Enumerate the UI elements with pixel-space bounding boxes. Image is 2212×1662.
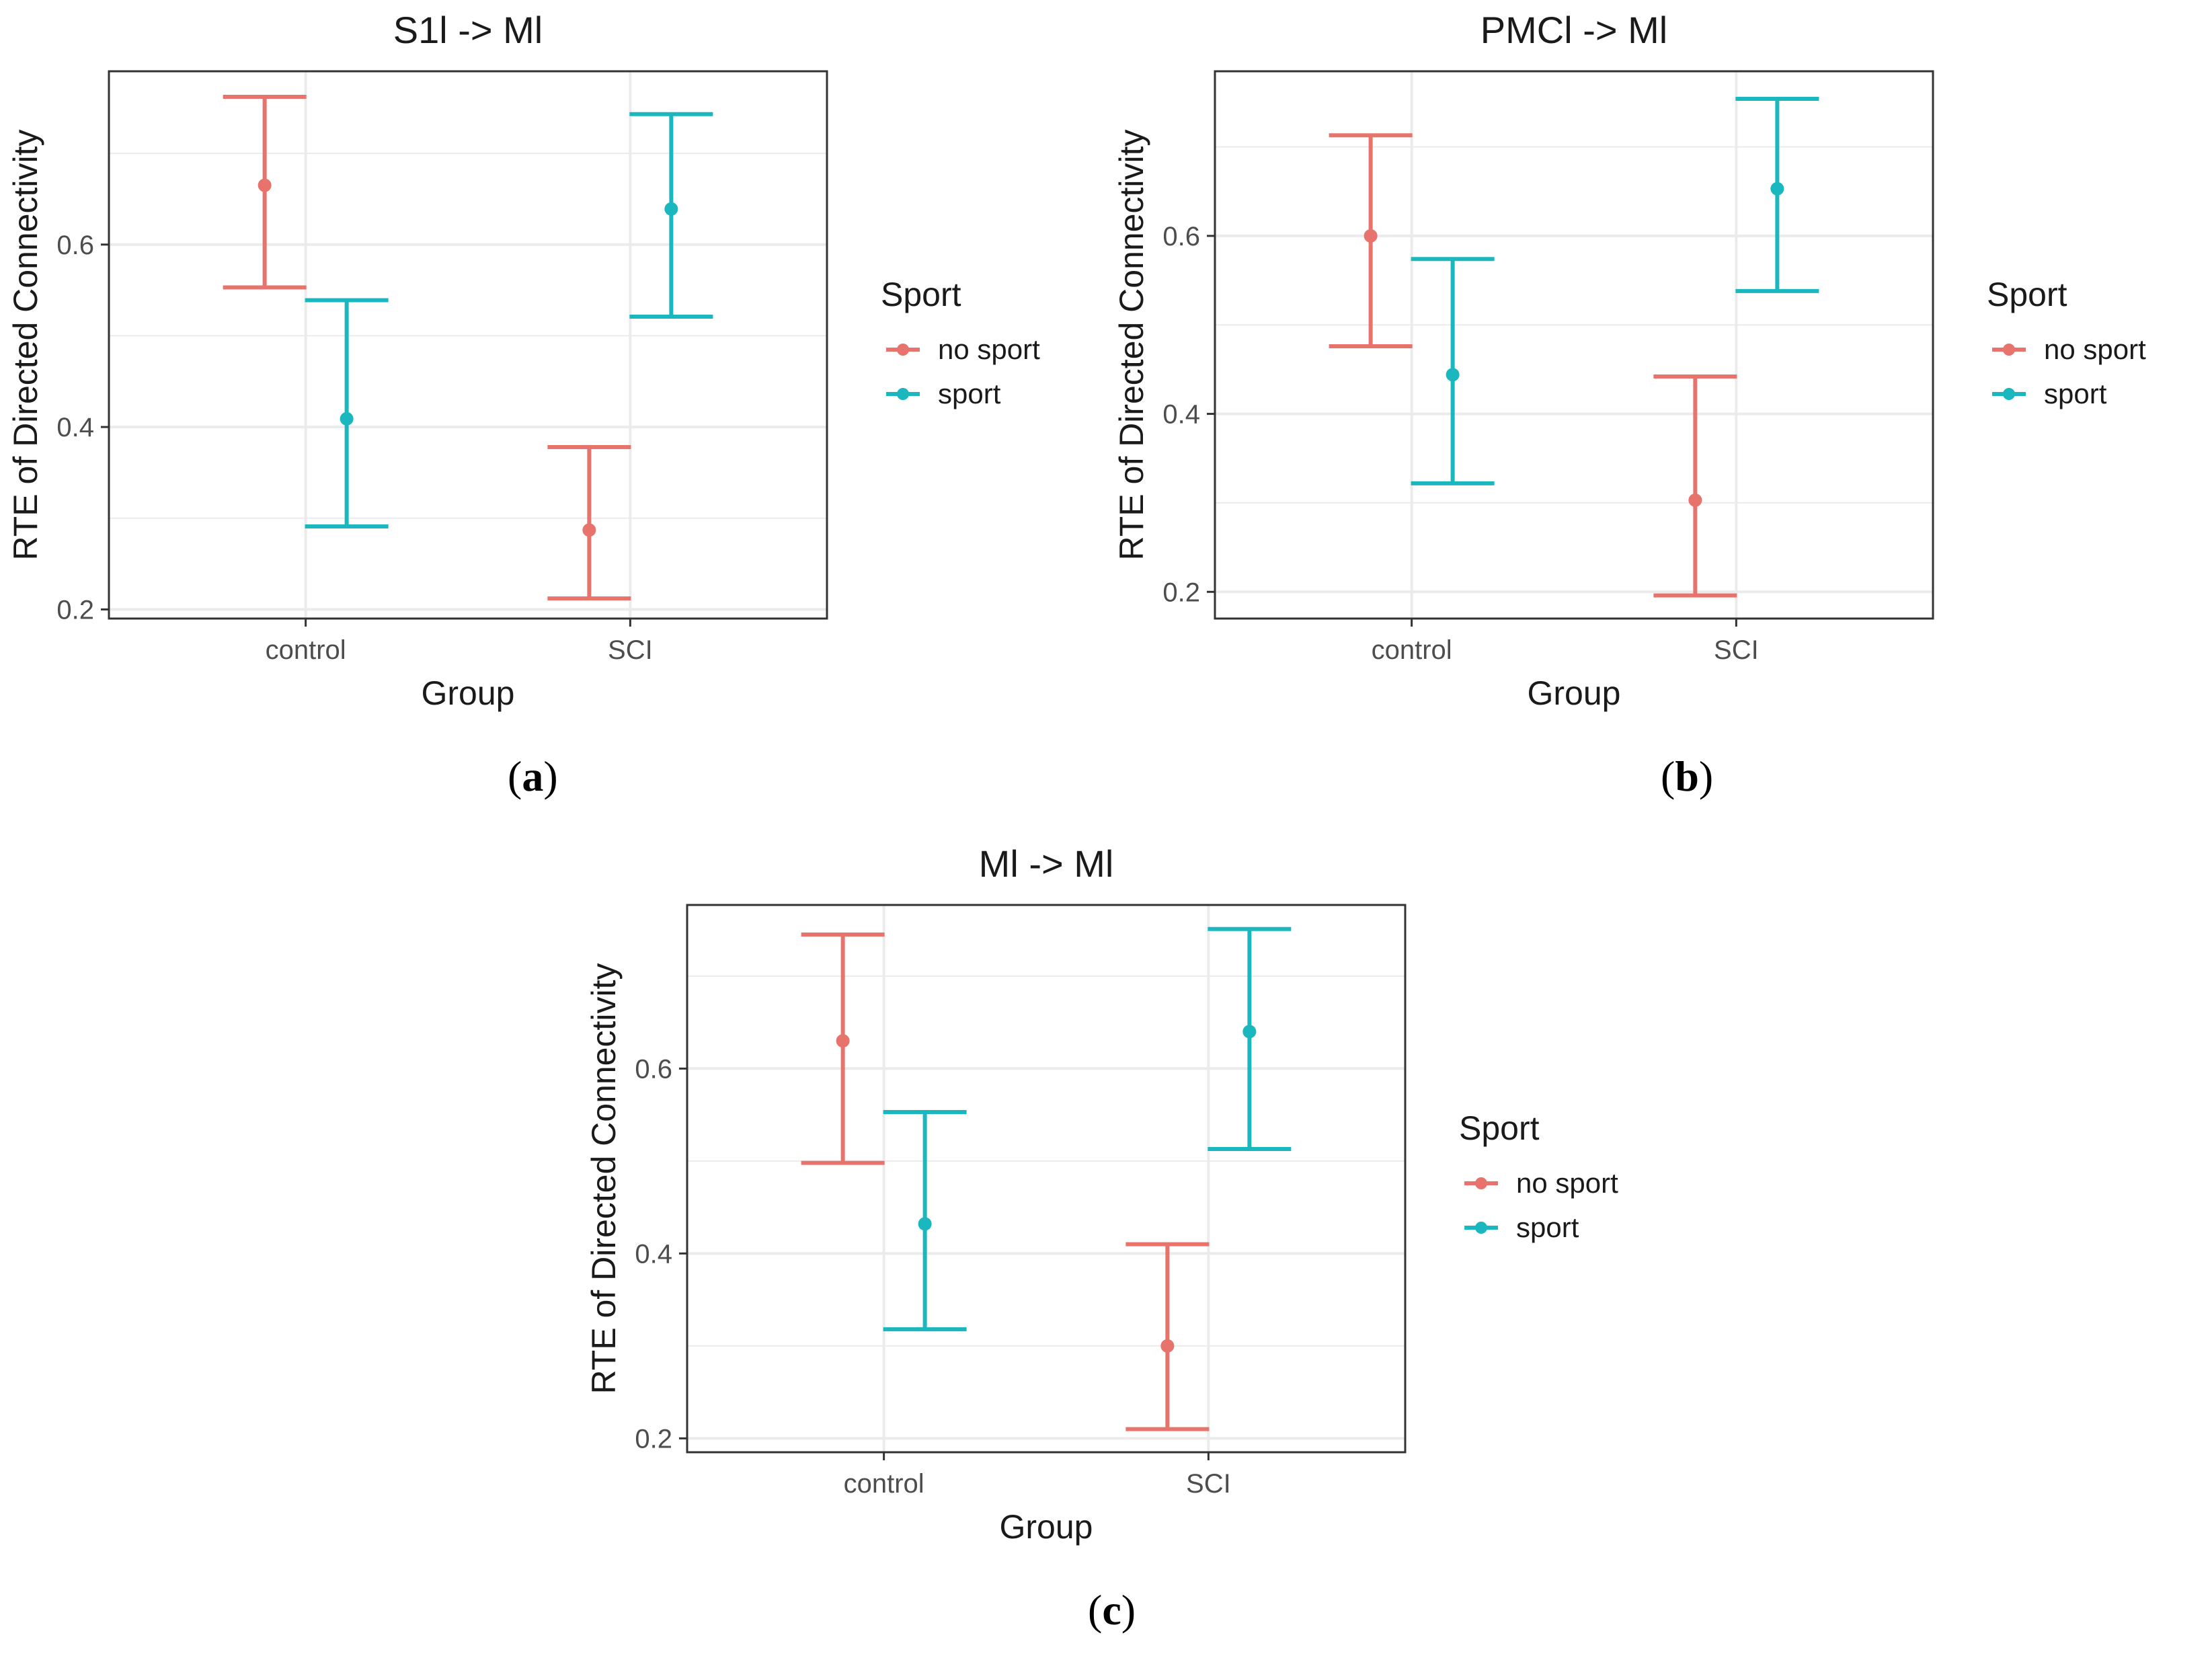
series-sport [305, 112, 713, 528]
legend-item: no sport [886, 333, 1040, 365]
panel-a: 0.2 0.4 0.6 control SCI S1l -> Ml Group RTE of … [0, 0, 1106, 824]
chart-title: S1l -> Ml [393, 9, 543, 51]
plot-border [108, 70, 828, 620]
mean-point [1688, 493, 1702, 507]
x-tick-label: SCI [1714, 635, 1759, 665]
x-axis-label: Group [422, 674, 515, 712]
legend: Sport no sport sport [1987, 276, 2146, 409]
y-tick-label: 0.4 [1162, 400, 1200, 430]
x-tick-label: SCI [608, 635, 653, 665]
legend-key-point [1475, 1177, 1487, 1189]
mean-point [1364, 229, 1378, 243]
y-tick-label: 0.4 [635, 1239, 672, 1269]
chart-a: 0.2 0.4 0.6 control SCI S1l -> Ml Group RTE of … [7, 9, 1040, 712]
plot-background [687, 905, 1405, 1452]
panel-b: 0.2 0.4 0.6 control SCI PMCl -> Ml Group RTE of… [1106, 0, 2212, 824]
caption-b: (b) [1661, 752, 1714, 800]
legend: Sport no sport sport [881, 276, 1040, 409]
y-tick-label: 0.2 [635, 1424, 672, 1454]
legend-item: sport [1992, 378, 2107, 409]
mean-point [340, 411, 354, 426]
legend-label: sport [2044, 378, 2107, 409]
chart-title: PMCl -> Ml [1480, 9, 1667, 51]
y-tick-label: 0.4 [56, 413, 94, 442]
series-no-sport [223, 94, 631, 601]
errorbar [801, 933, 885, 1165]
caption-c-letter: c [1102, 1586, 1121, 1634]
errorbar [629, 112, 713, 319]
legend-key-point [2003, 388, 2015, 400]
series-sport [883, 926, 1292, 1332]
errorbar [1653, 374, 1737, 598]
errorbar [1125, 1242, 1210, 1431]
caption-b-letter: b [1675, 752, 1699, 800]
series-no-sport [801, 933, 1210, 1431]
legend-key-point [897, 344, 909, 356]
legend-item: sport [1464, 1212, 1579, 1243]
mean-point [1770, 182, 1784, 196]
legend-item: sport [886, 378, 1001, 409]
legend-key-point [897, 388, 909, 400]
series-sport [1411, 97, 1819, 485]
errorbar [883, 1110, 967, 1332]
plot-border [686, 904, 1407, 1454]
x-axis-label: Group [1000, 1508, 1093, 1546]
legend-key-point [1475, 1222, 1487, 1234]
chart-title: Ml -> Ml [979, 842, 1114, 885]
mean-point [918, 1217, 932, 1231]
plot-border [1214, 70, 1934, 620]
y-tick-label: 0.6 [635, 1054, 672, 1084]
errorbar [305, 298, 389, 528]
legend-title: Sport [881, 276, 961, 313]
legend-key-point [2003, 344, 2015, 356]
legend-title: Sport [1459, 1109, 1540, 1147]
y-tick-label: 0.2 [1162, 578, 1200, 607]
caption-a: (a) [508, 752, 558, 800]
plot-background [109, 71, 827, 619]
caption-c: (c) [1088, 1586, 1136, 1634]
mean-point [664, 202, 678, 216]
mean-point [836, 1034, 850, 1048]
y-tick-label: 0.2 [56, 595, 94, 625]
series-no-sport [1329, 133, 1737, 598]
legend-label: no sport [2044, 333, 2146, 365]
legend-label: sport [1516, 1212, 1579, 1243]
plot-background [1215, 71, 1933, 619]
panel-c: 0.2 0.4 0.6 control SCI Ml -> Ml Group RTE of D… [578, 834, 1684, 1657]
errorbar [1329, 133, 1413, 348]
chart-b: 0.2 0.4 0.6 control SCI PMCl -> Ml Group RTE of… [1113, 9, 2146, 712]
mean-point [258, 178, 272, 192]
x-tick-label: control [1372, 635, 1452, 665]
y-axis-label: RTE of Directed Connectivity [585, 963, 623, 1394]
errorbar [547, 444, 631, 601]
legend-label: no sport [1516, 1167, 1618, 1199]
errorbar [1735, 97, 1819, 293]
y-tick-label: 0.6 [56, 231, 94, 260]
mean-point [582, 523, 596, 537]
legend-label: no sport [938, 333, 1040, 365]
x-tick-label: control [844, 1469, 924, 1499]
y-axis-label: RTE of Directed Connectivity [1113, 130, 1150, 561]
legend-label: sport [938, 378, 1001, 409]
mean-point [1160, 1339, 1175, 1353]
x-axis-label: Group [1528, 674, 1621, 712]
x-tick-label: SCI [1186, 1469, 1231, 1499]
mean-point [1446, 368, 1460, 382]
grid-lines [687, 905, 1405, 1452]
y-axis-label: RTE of Directed Connectivity [7, 130, 44, 561]
legend-title: Sport [1987, 276, 2067, 313]
legend: Sport no sport sport [1459, 1109, 1618, 1243]
chart-c: 0.2 0.4 0.6 control SCI Ml -> Ml Group RTE of D… [585, 842, 1618, 1546]
legend-item: no sport [1464, 1167, 1618, 1199]
legend-item: no sport [1992, 333, 2146, 365]
errorbar [223, 94, 307, 290]
mean-point [1242, 1025, 1257, 1039]
errorbar [1208, 926, 1292, 1151]
caption-a-letter: a [522, 752, 544, 800]
y-tick-label: 0.6 [1162, 222, 1200, 251]
x-tick-label: control [266, 635, 346, 665]
errorbar [1411, 257, 1495, 485]
